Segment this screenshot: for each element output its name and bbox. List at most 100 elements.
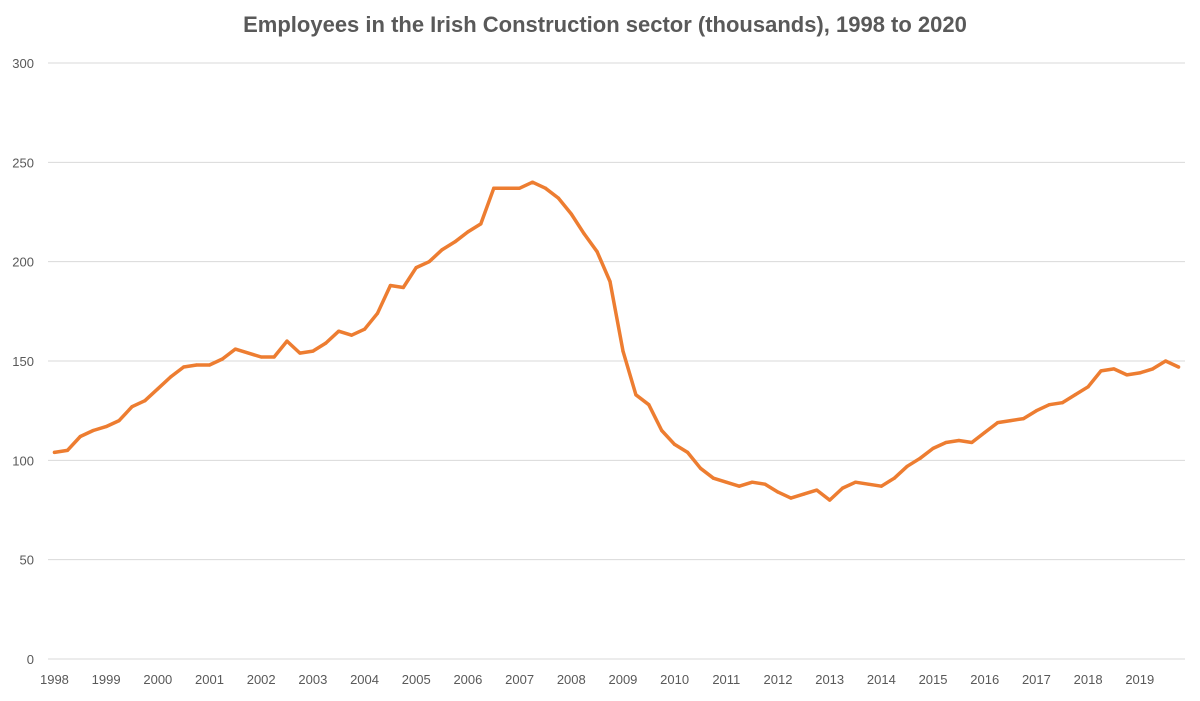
data-point — [737, 484, 741, 488]
x-tick-label: 2015 — [919, 672, 948, 687]
x-tick-label: 2016 — [970, 672, 999, 687]
data-point — [285, 339, 289, 343]
x-tick-label: 2019 — [1125, 672, 1154, 687]
y-tick-label: 100 — [12, 453, 34, 468]
x-tick-label: 2006 — [453, 672, 482, 687]
x-tick-label: 2014 — [867, 672, 896, 687]
data-point — [1073, 393, 1077, 397]
data-point — [931, 446, 935, 451]
data-point — [91, 428, 95, 433]
data-point — [1047, 403, 1051, 407]
data-point — [866, 482, 871, 486]
data-point — [324, 341, 328, 345]
data-point — [569, 212, 573, 216]
data-point — [130, 405, 134, 409]
data-point — [104, 424, 108, 429]
data-point — [996, 420, 1000, 425]
data-point — [724, 480, 728, 484]
data-point — [78, 434, 82, 439]
data-point — [1021, 417, 1026, 421]
data-point — [440, 248, 444, 252]
x-tick-label: 2010 — [660, 672, 689, 687]
data-point — [350, 333, 354, 337]
data-point — [517, 186, 522, 190]
data-point — [853, 480, 858, 484]
data-point — [1008, 419, 1013, 423]
x-tick-label: 2011 — [712, 672, 740, 687]
x-tick-label: 2007 — [505, 672, 534, 687]
data-point — [337, 329, 341, 333]
data-point — [944, 440, 948, 445]
data-point — [879, 484, 883, 488]
data-point — [117, 419, 121, 423]
data-point — [828, 498, 832, 502]
data-point — [582, 232, 586, 236]
data-point — [970, 440, 974, 445]
data-point — [246, 351, 250, 355]
data-point — [1176, 365, 1181, 369]
data-point — [1060, 401, 1064, 405]
data-point — [492, 186, 496, 190]
data-point — [169, 375, 173, 379]
data-point — [918, 456, 922, 460]
data-point — [1086, 385, 1090, 389]
data-point — [479, 222, 483, 226]
data-point — [505, 186, 509, 190]
data-point — [1164, 359, 1168, 363]
data-point — [673, 442, 677, 447]
data-point — [711, 476, 716, 480]
x-tick-label: 2009 — [608, 672, 637, 687]
data-point — [272, 355, 276, 359]
data-point — [143, 399, 147, 403]
y-tick-label: 150 — [12, 354, 34, 369]
data-point — [194, 363, 199, 367]
x-tick-label: 2013 — [815, 672, 844, 687]
data-point — [634, 393, 638, 397]
x-tick-label: 2018 — [1074, 672, 1103, 687]
data-point — [1034, 409, 1039, 413]
data-point — [1151, 367, 1155, 371]
chart-title: Employees in the Irish Construction sect… — [243, 12, 967, 37]
data-point — [530, 180, 535, 184]
data-point — [1112, 367, 1116, 371]
data-point — [621, 349, 625, 353]
data-point — [156, 387, 160, 391]
y-tick-label: 200 — [12, 255, 34, 270]
data-point — [543, 186, 548, 190]
y-tick-label: 300 — [12, 56, 34, 71]
data-point — [685, 450, 690, 454]
x-tick-label: 2001 — [195, 672, 224, 687]
data-point — [311, 349, 315, 353]
data-point — [182, 365, 186, 369]
x-tick-label: 2017 — [1022, 672, 1051, 687]
data-point — [466, 230, 470, 234]
data-point — [388, 283, 392, 288]
x-tick-label: 2000 — [143, 672, 172, 687]
data-point — [259, 355, 263, 359]
data-point — [453, 240, 457, 244]
x-tick-label: 2008 — [557, 672, 586, 687]
y-tick-label: 0 — [27, 652, 34, 667]
data-point — [220, 357, 225, 361]
data-point — [401, 285, 405, 290]
data-point — [815, 488, 819, 492]
series-line — [52, 180, 1181, 502]
data-point — [892, 476, 896, 480]
data-point — [763, 482, 767, 486]
data-point — [789, 496, 793, 500]
data-point — [427, 260, 431, 264]
data-point — [233, 347, 237, 351]
data-point — [957, 438, 961, 443]
data-point — [608, 279, 612, 284]
data-point — [52, 450, 57, 454]
x-tick-label: 2002 — [247, 672, 276, 687]
data-point — [660, 428, 664, 433]
data-point — [983, 430, 987, 435]
data-point — [362, 327, 367, 331]
data-point — [776, 490, 780, 494]
x-tick-label: 1999 — [92, 672, 121, 687]
data-point — [595, 250, 599, 254]
data-point — [905, 464, 909, 468]
data-point — [375, 311, 380, 315]
